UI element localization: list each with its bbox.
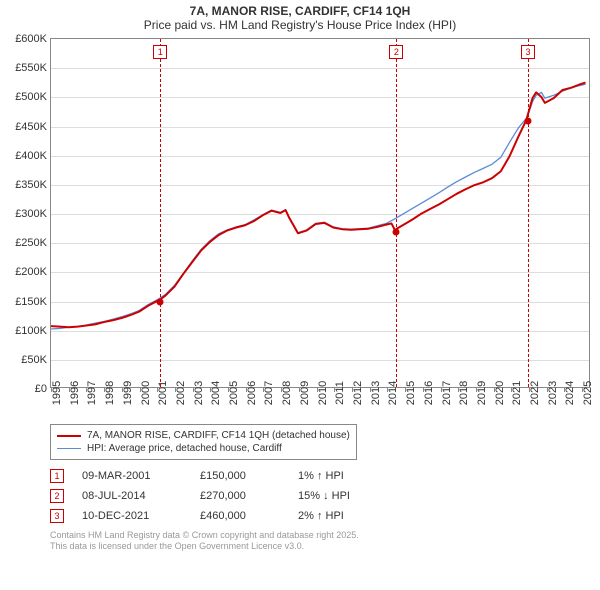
legend-label-hpi: HPI: Average price, detached house, Card… — [87, 443, 282, 454]
footer-line1: Contains HM Land Registry data © Crown c… — [50, 530, 590, 541]
y-tick-label: £50K — [21, 354, 47, 366]
legend-label-property: 7A, MANOR RISE, CARDIFF, CF14 1QH (detac… — [87, 430, 350, 441]
series-line-property — [51, 83, 586, 328]
chart-title-line1: 7A, MANOR RISE, CARDIFF, CF14 1QH — [0, 4, 600, 18]
sale-event-index-box: 1 — [153, 45, 167, 59]
y-tick-label: £100K — [15, 325, 47, 337]
sale-event-dot — [393, 228, 400, 235]
footer-attribution: Contains HM Land Registry data © Crown c… — [50, 530, 590, 553]
events-table: 1 09-MAR-2001 £150,000 1% ↑ HPI 2 08-JUL… — [50, 466, 590, 526]
event-price: £150,000 — [200, 470, 280, 482]
y-tick-label: £450K — [15, 121, 47, 133]
legend-swatch-property — [57, 435, 81, 437]
legend-box: 7A, MANOR RISE, CARDIFF, CF14 1QH (detac… — [50, 424, 357, 460]
event-delta: 2% ↑ HPI — [298, 510, 388, 522]
series-line-hpi — [51, 84, 586, 329]
footer-line2: This data is licensed under the Open Gov… — [50, 541, 590, 552]
event-price: £460,000 — [200, 510, 280, 522]
y-tick-label: £150K — [15, 296, 47, 308]
event-delta: 1% ↑ HPI — [298, 470, 388, 482]
y-tick-label: £550K — [15, 62, 47, 74]
event-row-3: 3 10-DEC-2021 £460,000 2% ↑ HPI — [50, 506, 590, 526]
y-tick-label: £300K — [15, 208, 47, 220]
chart-area: £0£50K£100K£150K£200K£250K£300K£350K£400… — [50, 38, 590, 388]
event-index-box: 2 — [50, 489, 64, 503]
y-tick-label: £0 — [35, 383, 47, 395]
sale-event-dot — [157, 298, 164, 305]
event-index-box: 3 — [50, 509, 64, 523]
y-tick-label: £250K — [15, 237, 47, 249]
legend-swatch-hpi — [57, 448, 81, 449]
event-date: 09-MAR-2001 — [82, 470, 182, 482]
y-tick-label: £600K — [15, 33, 47, 45]
figure: 7A, MANOR RISE, CARDIFF, CF14 1QH Price … — [0, 0, 600, 553]
y-tick-label: £350K — [15, 179, 47, 191]
event-price: £270,000 — [200, 490, 280, 502]
event-index-box: 1 — [50, 469, 64, 483]
sale-event-index-box: 3 — [521, 45, 535, 59]
title-block: 7A, MANOR RISE, CARDIFF, CF14 1QH Price … — [0, 0, 600, 32]
y-tick-label: £500K — [15, 91, 47, 103]
legend-item-property: 7A, MANOR RISE, CARDIFF, CF14 1QH (detac… — [57, 429, 350, 442]
legend-item-hpi: HPI: Average price, detached house, Card… — [57, 442, 350, 455]
y-tick-label: £200K — [15, 266, 47, 278]
series-svg — [51, 39, 589, 387]
sale-event-line — [396, 39, 397, 387]
chart-title-line2: Price paid vs. HM Land Registry's House … — [0, 18, 600, 32]
sale-event-dot — [524, 117, 531, 124]
event-date: 08-JUL-2014 — [82, 490, 182, 502]
sale-event-line — [528, 39, 529, 387]
event-row-1: 1 09-MAR-2001 £150,000 1% ↑ HPI — [50, 466, 590, 486]
y-tick-label: £400K — [15, 150, 47, 162]
event-row-2: 2 08-JUL-2014 £270,000 15% ↓ HPI — [50, 486, 590, 506]
sale-event-index-box: 2 — [389, 45, 403, 59]
event-delta: 15% ↓ HPI — [298, 490, 388, 502]
sale-event-line — [160, 39, 161, 387]
event-date: 10-DEC-2021 — [82, 510, 182, 522]
